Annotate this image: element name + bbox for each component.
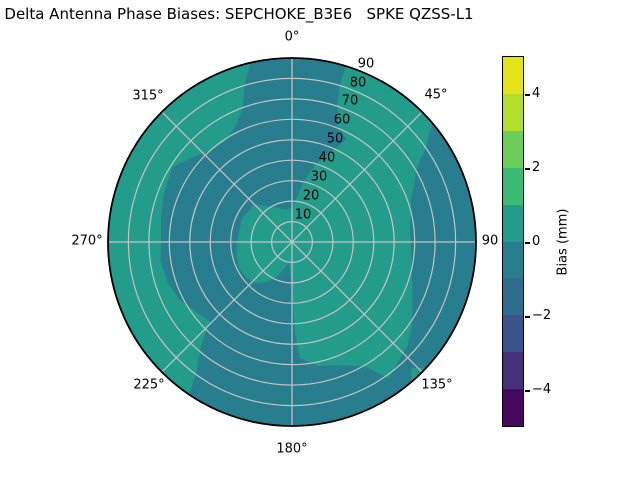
radial-tick-label-20: 20 [302, 188, 320, 204]
colorbar-segment [503, 57, 523, 94]
contour-region-negative-band-east [386, 123, 476, 398]
angular-tick-label-0: 0° [284, 29, 300, 45]
angular-tick-label-315: 315° [132, 88, 164, 104]
colorbar-tick-label: 0 [532, 234, 541, 249]
colorbar-axis-label: Bias (mm) [555, 208, 571, 276]
colorbar-segment [503, 204, 523, 242]
colorbar-segment [503, 167, 523, 205]
colorbar-segment [503, 315, 523, 353]
colorbar-tick-label: 2 [532, 160, 541, 175]
radial-tick-label-40: 40 [318, 150, 336, 166]
colorbar-tick [525, 168, 530, 170]
colorbar-segment [503, 241, 523, 279]
colorbar-segment [503, 130, 523, 168]
angular-tick-label-45: 45° [424, 87, 448, 103]
colorbar [502, 56, 524, 427]
radial-tick-label-90: 90 [357, 56, 375, 72]
colorbar-tick [525, 316, 530, 318]
angular-tick-label-225: 225° [133, 377, 165, 393]
radial-tick-label-70: 70 [341, 93, 359, 109]
radial-tick-label-10: 10 [294, 207, 312, 223]
chart-title: Delta Antenna Phase Biases: SEPCHOKE_B3E… [4, 5, 474, 23]
radial-tick-label-60: 60 [333, 112, 351, 128]
colorbar-tick [525, 94, 530, 96]
colorbar-tick-label: −4 [532, 382, 552, 397]
polar-grid [108, 58, 476, 426]
polar-outline [107, 57, 477, 427]
colorbar-segment [503, 278, 523, 316]
radial-tick-label-30: 30 [310, 169, 328, 185]
colorbar-tick-label: 4 [532, 86, 541, 101]
colorbar-tick [525, 390, 530, 392]
angular-tick-label-135: 135° [421, 377, 453, 393]
colorbar-segment [503, 93, 523, 131]
angular-tick-label-180: 180° [276, 441, 308, 457]
colorbar-segment [503, 352, 523, 390]
radial-tick-label-80: 80 [349, 75, 367, 91]
colorbar-tick-label: −2 [532, 308, 552, 323]
colorbar-tick [525, 242, 530, 244]
contour-region-negative-lobe-center [160, 58, 403, 426]
angular-tick-label-270: 270° [71, 233, 103, 249]
colorbar-segment [503, 389, 523, 427]
angular-tick-label-90: 90 [481, 233, 499, 249]
radial-tick-label-50: 50 [326, 131, 344, 147]
